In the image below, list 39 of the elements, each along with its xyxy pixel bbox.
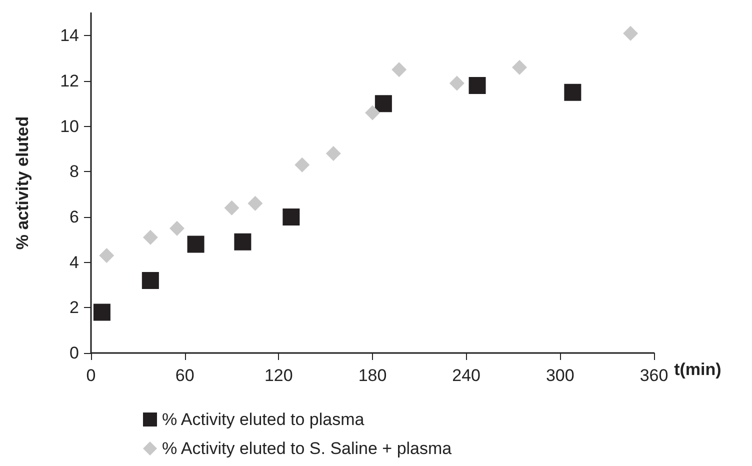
point (234, 233, 252, 250)
x-tick-label: 360 (640, 366, 668, 385)
point (468, 77, 486, 94)
x-tick-label: 300 (546, 366, 574, 385)
x-tick-label: 60 (175, 366, 194, 385)
y-tick-label: 6 (70, 208, 79, 226)
y-tick-label: 14 (60, 26, 79, 46)
x-tick-label: 180 (358, 366, 387, 385)
y-tick-label: 4 (70, 252, 79, 272)
y-tick-label: 12 (60, 72, 79, 90)
point (142, 272, 159, 289)
y-tick-label: 10 (60, 116, 79, 136)
y-tick-label: 8 (70, 162, 79, 182)
point (365, 105, 380, 120)
x-axis-title: t(min) (674, 360, 722, 379)
point (282, 208, 300, 226)
point (99, 248, 114, 264)
x-tick-label: 0 (86, 366, 96, 385)
point (170, 220, 185, 236)
point (392, 62, 407, 78)
point (449, 76, 464, 91)
point (187, 236, 204, 253)
y-axis-title: % activity eluted (13, 116, 32, 250)
point (248, 196, 263, 211)
point (224, 200, 240, 216)
legend-label: % Activity eluted to S. Saline + plasma (162, 439, 452, 458)
point (512, 60, 528, 75)
x-tick-label: 120 (264, 366, 293, 385)
point (564, 84, 582, 101)
point (374, 95, 392, 112)
y-tick-label: 0 (70, 344, 79, 362)
point (623, 26, 638, 41)
point (326, 146, 341, 162)
point (294, 157, 310, 172)
legend-label: % Activity eluted to plasma (162, 410, 365, 429)
y-tick-label: 2 (70, 298, 79, 318)
point (93, 304, 110, 321)
point (142, 230, 158, 245)
x-tick-label: 240 (452, 366, 481, 385)
